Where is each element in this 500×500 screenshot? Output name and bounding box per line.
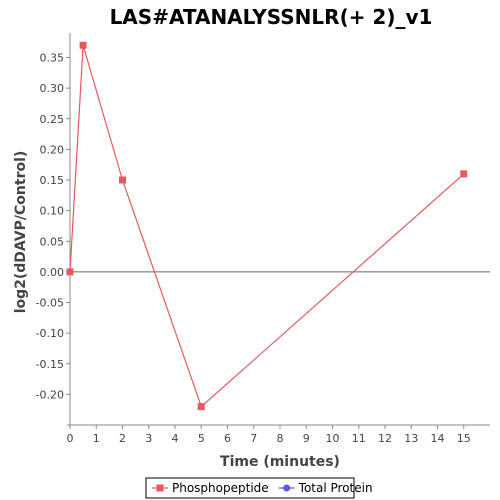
x-tick-label: 8 [277, 432, 284, 445]
x-tick-label: 2 [119, 432, 126, 445]
legend-swatch-marker [283, 484, 291, 492]
data-point [119, 176, 126, 184]
x-tick-label: 5 [198, 432, 205, 445]
y-tick-label: 0.00 [40, 266, 65, 279]
y-tick-label: 0.05 [40, 235, 65, 248]
legend-box [145, 477, 355, 499]
x-tick-label: 6 [224, 432, 231, 445]
data-point [197, 403, 205, 411]
legend-entry: Total Protein [298, 481, 373, 495]
y-tick-label: 0.30 [40, 82, 65, 95]
x-tick-label: 4 [172, 432, 179, 445]
x-axis-label: Time (minutes) [220, 454, 340, 470]
legend: Phosphopeptide Total Protein [145, 477, 373, 499]
x-tick-label: 3 [145, 432, 152, 445]
chart-title: LAS#ATANALYSSNLR(+ 2)_v1 [110, 5, 433, 29]
x-tick-label: 13 [404, 432, 418, 445]
y-tick-label: -0.10 [36, 327, 64, 340]
plot-area [70, 33, 490, 425]
data-point [66, 268, 74, 276]
y-tick-label: -0.15 [36, 358, 64, 371]
x-tick-label: 7 [250, 432, 257, 445]
x-tick-label: 14 [431, 432, 445, 445]
y-axis-label: log2(dDAVP/Control) [13, 151, 29, 314]
data-point [79, 41, 87, 49]
x-tick-label: 1 [93, 432, 100, 445]
x-tick-label: 9 [303, 432, 310, 445]
y-tick-label: -0.20 [36, 388, 64, 401]
y-tick-label: 0.10 [40, 205, 65, 218]
x-tick-label: 0 [67, 432, 74, 445]
x-tick-label: 12 [378, 432, 392, 445]
y-tick-label: 0.35 [40, 52, 65, 65]
y-tick-label: -0.05 [36, 297, 64, 310]
legend-swatch-marker [156, 484, 164, 492]
y-tick-label: 0.20 [40, 143, 65, 156]
data-point [460, 170, 468, 178]
x-tick-label: 10 [326, 432, 340, 445]
series-layer [66, 41, 468, 411]
axes: 0 1 2 3 4 5 6 7 8 9 10 11 12 13 14 15-0.20-0.15-0.10-0.… [36, 33, 490, 445]
x-tick-label: 15 [457, 432, 471, 445]
y-tick-label: 0.15 [40, 174, 65, 187]
y-tick-label: 0.25 [40, 113, 65, 126]
legend-entry: Phosphopeptide [172, 481, 269, 495]
x-tick-label: 11 [352, 432, 366, 445]
